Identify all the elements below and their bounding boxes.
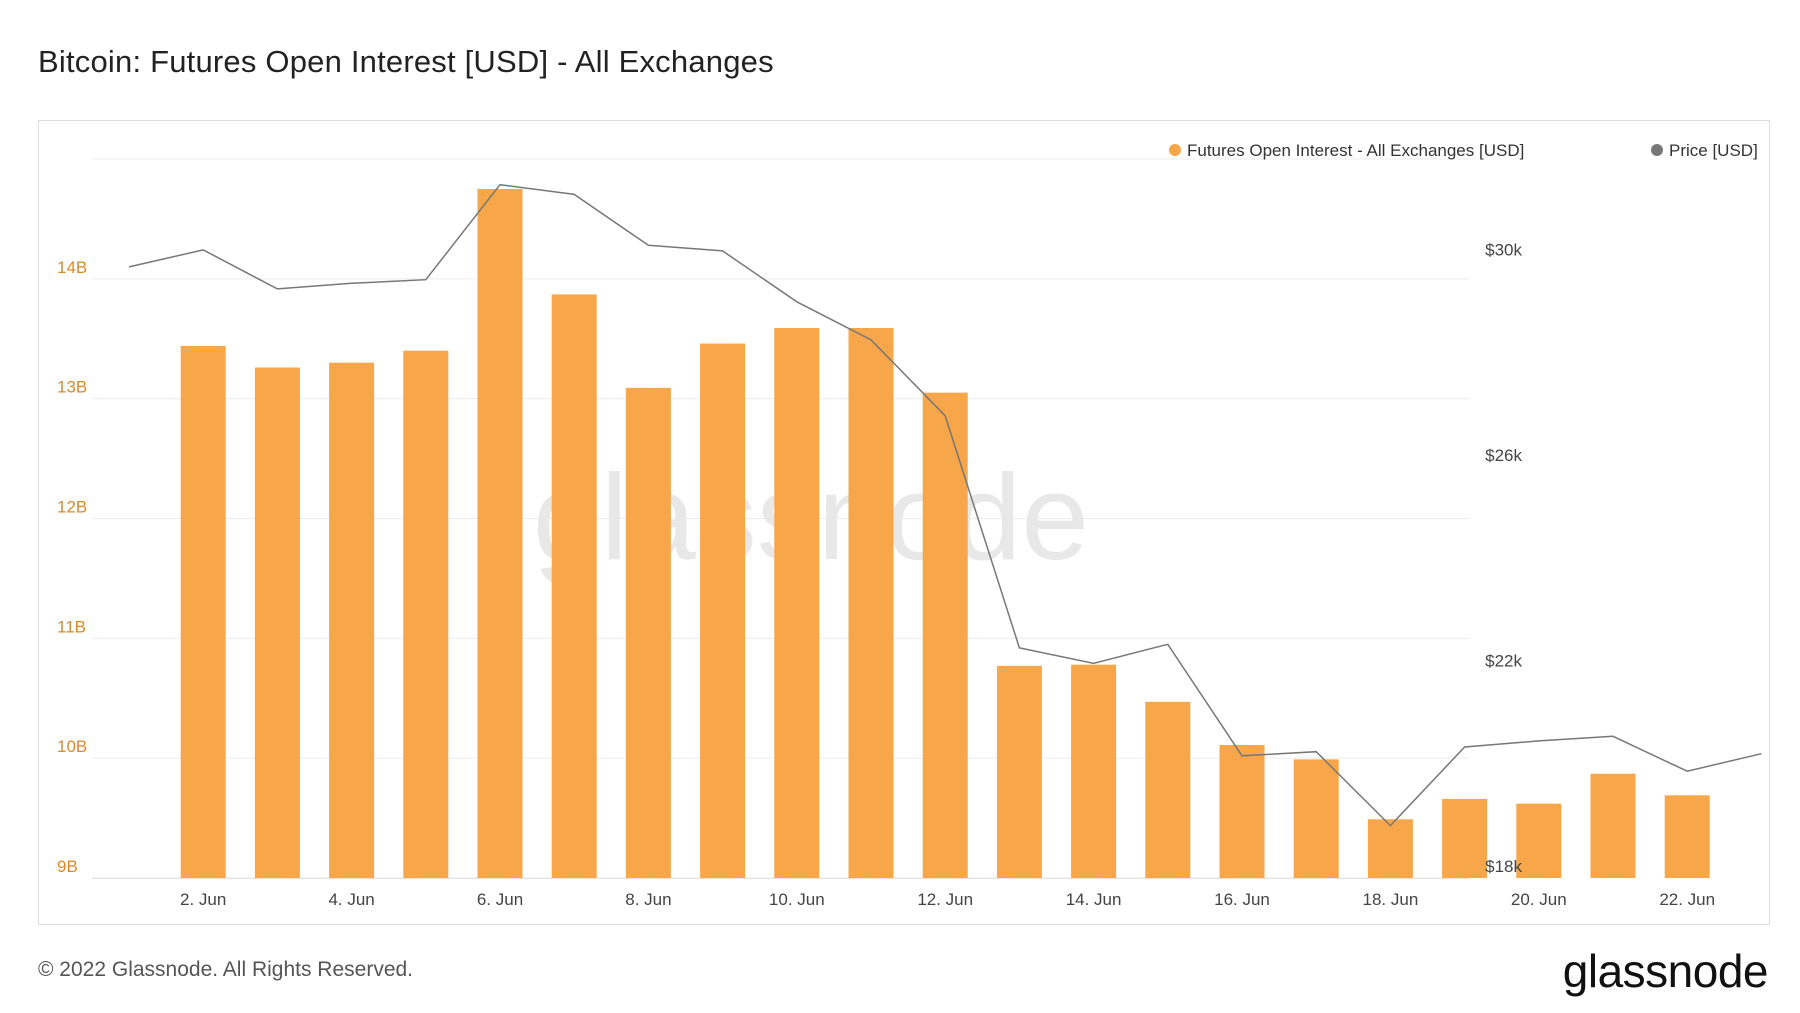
oi-bar xyxy=(848,327,894,879)
oi-bar xyxy=(1071,664,1117,878)
oi-bar xyxy=(1664,795,1710,878)
oi-bar xyxy=(1293,759,1339,878)
oi-bar xyxy=(551,294,597,878)
x-axis-tick-label: 6. Jun xyxy=(477,890,523,909)
futures-open-interest-chart: glassnode 9B10B11B12B13B14B$18k$22k$26k$… xyxy=(57,141,1762,909)
left-axis-tick-label: 9B xyxy=(57,857,78,876)
x-axis-tick-label: 4. Jun xyxy=(328,890,374,909)
oi-bar xyxy=(700,343,746,878)
x-axis-tick-label: 22. Jun xyxy=(1659,890,1715,909)
oi-bar xyxy=(477,188,523,878)
copyright-footer: © 2022 Glassnode. All Rights Reserved. xyxy=(38,958,414,981)
x-axis-tick-label: 14. Jun xyxy=(1066,890,1122,909)
chart-title: Bitcoin: Futures Open Interest [USD] - A… xyxy=(38,44,774,79)
glassnode-logo: glassnode xyxy=(1562,945,1769,997)
left-axis-tick-label: 13B xyxy=(57,378,87,397)
oi-bar xyxy=(1590,773,1636,878)
x-axis-tick-label: 20. Jun xyxy=(1511,890,1567,909)
oi-bar xyxy=(996,665,1042,878)
x-axis-tick-label: 18. Jun xyxy=(1363,890,1419,909)
legend-item-price[interactable]: Price [USD] xyxy=(1651,141,1758,160)
left-axis-tick-label: 11B xyxy=(57,617,86,636)
x-axis-tick-label: 12. Jun xyxy=(917,890,973,909)
legend-label: Futures Open Interest - All Exchanges [U… xyxy=(1187,141,1524,160)
right-axis-tick-label: $26k xyxy=(1485,446,1522,465)
oi-bar xyxy=(403,350,449,878)
price-line xyxy=(128,183,1762,827)
oi-bar xyxy=(329,362,375,878)
left-axis-tick-label: 12B xyxy=(57,498,87,517)
chart-frame: glassnode 9B10B11B12B13B14B$18k$22k$26k$… xyxy=(38,120,1770,925)
left-axis-tick-label: 14B xyxy=(57,258,87,277)
legend-item-open-interest[interactable]: Futures Open Interest - All Exchanges [U… xyxy=(1169,141,1524,160)
oi-bar xyxy=(1516,803,1562,878)
oi-bar xyxy=(922,392,968,878)
legend-marker xyxy=(1169,144,1181,156)
legend-label: Price [USD] xyxy=(1669,141,1758,160)
oi-bar xyxy=(1367,819,1413,878)
legend: Futures Open Interest - All Exchanges [U… xyxy=(1169,141,1758,160)
oi-bar xyxy=(254,367,300,878)
left-axis-tick-label: 10B xyxy=(57,737,87,756)
right-axis-tick-label: $18k xyxy=(1485,857,1522,876)
oi-bar xyxy=(180,345,226,878)
oi-bar xyxy=(625,387,671,878)
x-axis-tick-label: 10. Jun xyxy=(769,890,825,909)
oi-bar xyxy=(774,327,820,879)
right-axis-tick-label: $30k xyxy=(1485,241,1522,260)
oi-bar xyxy=(1442,798,1488,878)
x-axis-tick-label: 8. Jun xyxy=(625,890,671,909)
legend-marker xyxy=(1651,144,1663,156)
x-axis-tick-label: 16. Jun xyxy=(1214,890,1270,909)
x-axis-tick-label: 2. Jun xyxy=(180,890,226,909)
oi-bar xyxy=(1145,701,1191,878)
oi-bar xyxy=(1219,744,1265,878)
right-axis-tick-label: $22k xyxy=(1485,652,1522,671)
